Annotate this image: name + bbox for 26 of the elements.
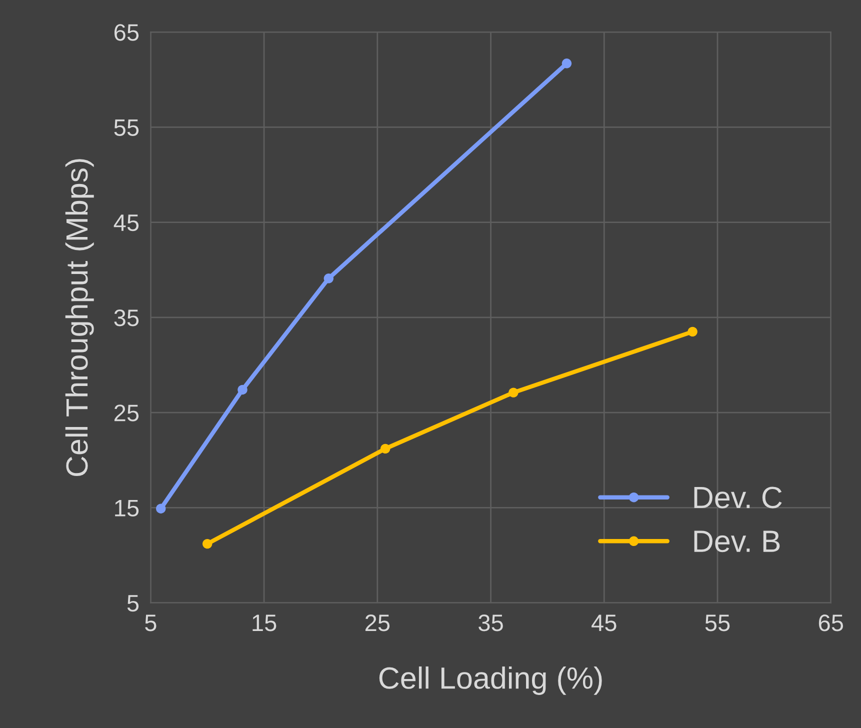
legend-label: Dev. B (694, 530, 780, 552)
point (380, 444, 390, 454)
point (508, 388, 518, 398)
y-tick-label: 25 (114, 404, 139, 422)
x-tick-label: 5 (145, 614, 156, 632)
point (324, 274, 334, 284)
y-tick-label: 35 (114, 309, 139, 326)
point (238, 384, 248, 395)
x-tick-label: 25 (365, 614, 390, 632)
y-tick-label: 5 (127, 595, 139, 612)
x-axis-title: Cell Loading (%) (379, 666, 602, 695)
point (688, 326, 698, 337)
x-tick-label: 15 (252, 614, 276, 632)
point (156, 504, 166, 514)
y-tick-label: 55 (114, 119, 139, 136)
y-tick-label: 65 (114, 24, 139, 41)
x-tick-label: 65 (818, 614, 844, 632)
point (562, 58, 572, 68)
point (202, 538, 212, 549)
y-tick-label: 45 (114, 214, 139, 232)
x-tick-label: 35 (478, 614, 503, 632)
legend-label: Dev. C (694, 486, 782, 508)
x-tick-label: 45 (592, 614, 616, 632)
y-axis-title: Cell Throughput (Mbps) (65, 159, 94, 476)
x-tick-label: 55 (705, 614, 730, 632)
y-tick-label: 15 (115, 500, 139, 516)
